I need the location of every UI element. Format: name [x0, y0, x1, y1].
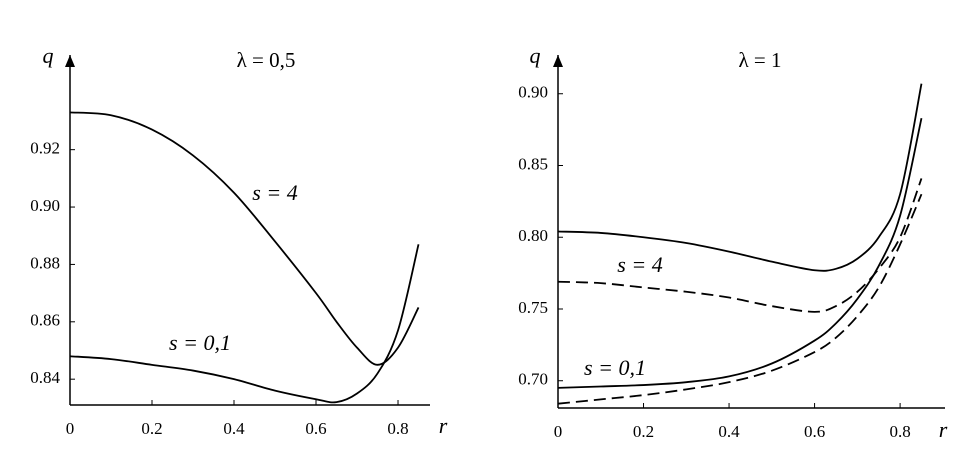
curve-label: s = 4	[617, 252, 662, 277]
x-tick-label: 0	[66, 419, 75, 438]
y-tick-label: 0.85	[518, 154, 548, 173]
x-tick-label: 0.2	[633, 422, 654, 441]
x-tick-label: 0.6	[305, 419, 326, 438]
x-tick-label: 0.8	[889, 422, 910, 441]
x-tick-label: 0.2	[141, 419, 162, 438]
curve	[557, 178, 923, 313]
y-axis-label: q	[43, 43, 54, 68]
y-arrow	[553, 55, 563, 67]
x-axis-label: r	[439, 413, 448, 438]
y-tick-label: 0.86	[30, 311, 60, 330]
y-tick-label: 0.75	[518, 298, 548, 317]
curve-label: s = 0,1	[169, 330, 231, 355]
y-arrow	[65, 55, 75, 67]
curve	[557, 193, 923, 405]
curve-label: s = 0,1	[584, 355, 646, 380]
x-tick-label: 0.8	[387, 419, 408, 438]
y-tick-label: 0.90	[30, 196, 60, 215]
y-tick-label: 0.88	[30, 253, 60, 272]
y-tick-label: 0.84	[30, 368, 60, 387]
y-tick-label: 0.90	[518, 83, 548, 102]
x-tick-label: 0.6	[804, 422, 825, 441]
curve	[69, 244, 420, 404]
x-tick-label: 0.4	[718, 422, 740, 441]
curve-label: s = 4	[252, 180, 297, 205]
curve	[69, 111, 420, 366]
x-axis-label: r	[939, 417, 948, 442]
y-tick-label: 0.70	[518, 370, 548, 389]
x-tick-label: 0.4	[223, 419, 245, 438]
curve	[557, 83, 923, 272]
x-tick-label: 0	[554, 422, 563, 441]
y-tick-label: 0.92	[30, 139, 60, 158]
curve	[557, 117, 923, 389]
chart-title: λ = 0,5	[237, 48, 296, 72]
y-tick-label: 0.80	[518, 226, 548, 245]
chart-title: λ = 1	[738, 48, 781, 72]
y-axis-label: q	[530, 43, 541, 68]
